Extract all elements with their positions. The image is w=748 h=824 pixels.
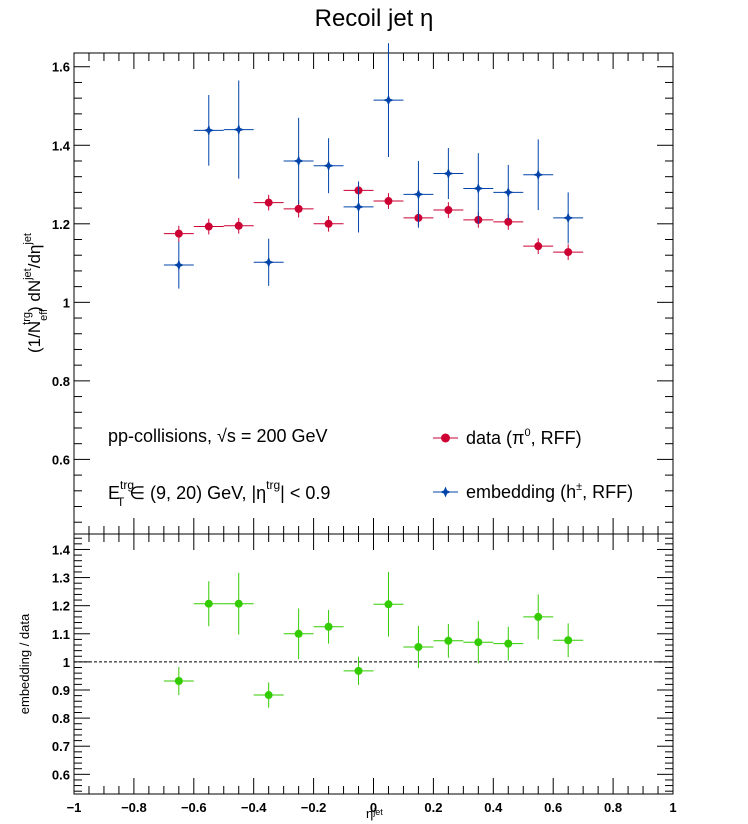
legend-embedding-marker	[440, 486, 451, 498]
series-ratio	[163, 571, 584, 708]
x-tick-label: 0.8	[604, 800, 622, 815]
x-tick-label: 0	[370, 800, 377, 815]
top-y-tick-label: 0.8	[52, 374, 70, 389]
ratio-point	[564, 636, 573, 645]
ratio-point	[504, 639, 513, 648]
legend-data-label: data (π0, RFF)	[466, 427, 582, 448]
embedding-point	[263, 256, 275, 268]
ratio-point	[204, 599, 213, 608]
ratio-point	[234, 599, 243, 608]
embedding-point	[532, 169, 544, 181]
x-tick-label: −1	[67, 800, 82, 815]
top-y-tick-label: 1.2	[52, 217, 70, 232]
embedding-point	[412, 188, 424, 200]
ratio-point	[534, 612, 543, 621]
ratio-y-tick-label: 1.4	[52, 542, 71, 557]
series-data	[163, 182, 584, 260]
data-point	[324, 219, 333, 228]
embedding-point	[173, 259, 185, 271]
x-tick-label: −0.8	[121, 800, 147, 815]
x-axis-title: ηjet	[366, 806, 383, 821]
embedding-point	[323, 160, 335, 172]
x-tick-label: −0.2	[301, 800, 327, 815]
embedding-point	[442, 168, 454, 179]
ratio-y-tick-label: 1	[63, 655, 70, 670]
legend-embedding-label: embedding (h±, RFF)	[466, 481, 633, 502]
ratio-y-tick-label: 1.1	[52, 627, 70, 642]
ratio-y-tick-label: 1.3	[52, 571, 70, 586]
top-y-tick-label: 1	[63, 295, 70, 310]
embedding-point	[233, 124, 245, 136]
x-tick-label: −0.6	[181, 800, 207, 815]
top-y-tick-label: 1.4	[52, 138, 71, 153]
chart-title: Recoil jet η	[315, 5, 434, 32]
legend-entry-data: data (π0, RFF)	[433, 427, 582, 448]
ratio-y-axis-title: embedding / data	[17, 613, 32, 714]
tick-marks-layer	[73, 53, 674, 794]
data-point	[384, 197, 393, 206]
embedding-point	[472, 183, 484, 194]
embedding-point	[383, 94, 394, 106]
x-tick-label: −0.4	[241, 800, 267, 815]
ratio-y-tick-label: 1.2	[52, 599, 70, 614]
legend-entry-embedding: embedding (h±, RFF)	[433, 481, 633, 502]
x-tick-label: 0.2	[424, 800, 442, 815]
ratio-y-tick-label: 0.6	[52, 767, 70, 782]
legend-data-marker	[441, 433, 450, 443]
ratio-point	[174, 677, 183, 686]
ratio-point	[324, 622, 333, 631]
ratio-y-tick-label: 0.8	[52, 711, 70, 726]
ratio-y-tick-label: 0.9	[52, 683, 70, 698]
embedding-point	[203, 124, 215, 136]
embedding-point	[502, 186, 514, 198]
embedding-point	[293, 155, 305, 167]
ratio-y-tick-label: 0.7	[52, 739, 70, 754]
data-point	[534, 242, 543, 251]
data-point	[264, 198, 273, 207]
ratio-point	[294, 629, 303, 638]
ratio-point	[444, 636, 453, 645]
ratio-point	[264, 691, 273, 700]
top-y-tick-label: 0.6	[52, 452, 70, 467]
ratio-point	[354, 666, 363, 675]
ratio-point	[414, 642, 423, 651]
data-marks-layer	[163, 43, 584, 708]
top-plot-frame	[73, 52, 674, 535]
x-tick-label: 1	[669, 800, 676, 815]
data-point	[564, 248, 573, 257]
embedding-point	[353, 201, 364, 213]
x-tick-label: 0.4	[484, 800, 503, 815]
data-point	[294, 204, 303, 213]
data-point	[444, 206, 453, 215]
top-y-tick-label: 1.6	[52, 60, 70, 75]
data-point	[204, 222, 213, 231]
annotation-collisions: pp-collisions, √s = 200 GeV	[108, 426, 328, 446]
ratio-plot-frame	[73, 533, 674, 795]
data-point	[234, 221, 243, 230]
legend: data (π0, RFF) embedding (h±, RFF)	[433, 427, 633, 502]
top-y-axis-title: (1/Nefftrg) dNjet/dηjet	[21, 233, 50, 353]
series-embedding	[163, 43, 584, 289]
embedding-point	[562, 212, 574, 224]
ratio-point	[474, 638, 483, 647]
tick-labels-layer: 0.6 0.8 1 1.2 1.4 1.6 0.6 0.7 0.8 0.9 1 1.1 1.2 1.3 1.…	[52, 60, 677, 815]
x-tick-label: 0.6	[544, 800, 562, 815]
data-point	[504, 217, 513, 226]
ratio-point	[384, 600, 393, 609]
data-point	[174, 229, 183, 238]
annotation-trigger-cuts: Etrg T ∈ (9, 20) GeV, |ηtrg| < 0.9	[108, 478, 330, 509]
